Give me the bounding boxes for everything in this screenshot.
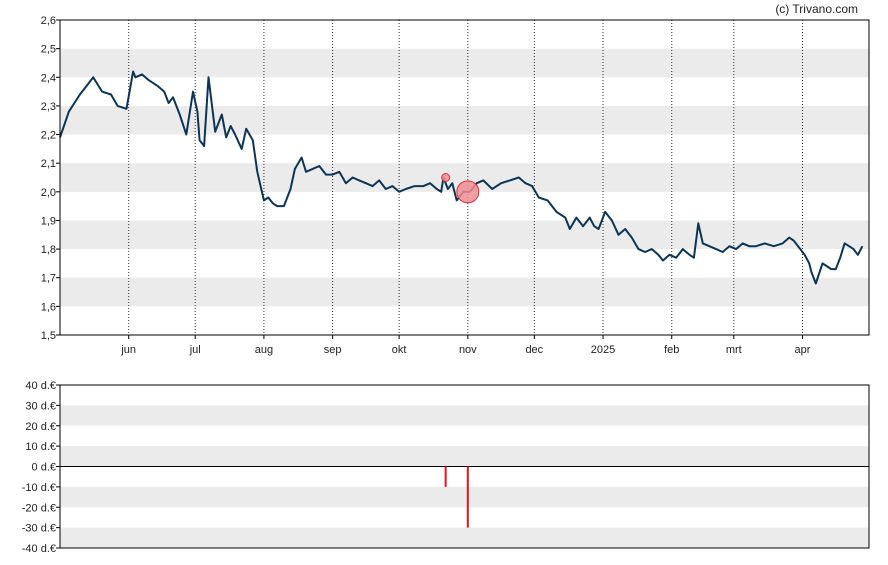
price-tick-label: 2,3 xyxy=(41,101,56,113)
price-tick-label: 1,9 xyxy=(41,215,56,227)
transaction-tick-label: -30 d.€ xyxy=(22,523,56,535)
transaction-axis-tick-labels: 40 d.€ 30 d.€ 20 d.€ 10 d.€ 0 d.€ -10 d.€ -20 … xyxy=(22,380,60,555)
time-tick-label: sep xyxy=(324,344,342,356)
time-tick-label: jul xyxy=(189,344,201,356)
price-tick-label: 2,6 xyxy=(41,15,56,27)
price-band xyxy=(60,48,869,78)
price-panel-bands xyxy=(60,48,869,307)
time-tick-label: mrt xyxy=(726,344,742,356)
transaction-band xyxy=(60,405,869,426)
transaction-band xyxy=(60,486,869,508)
time-tick-label: nov xyxy=(459,344,477,356)
time-tick-label: feb xyxy=(664,344,679,356)
price-band xyxy=(60,277,869,307)
time-tick-label: jun xyxy=(120,344,136,356)
transaction-tick-label: 10 d.€ xyxy=(25,441,56,453)
transaction-tick-label: -10 d.€ xyxy=(22,482,56,494)
time-tick-label: aug xyxy=(255,344,273,356)
transaction-tick-label: 40 d.€ xyxy=(25,380,56,392)
price-series-line xyxy=(59,70,864,285)
credit-label: (c) Trivano.com xyxy=(775,2,858,16)
price-tick-label: 2,5 xyxy=(41,44,56,56)
price-tick-label: 2,2 xyxy=(41,130,56,142)
transaction-marker xyxy=(441,173,451,182)
transaction-tick-label: -20 d.€ xyxy=(22,502,56,514)
transaction-tick-label: 20 d.€ xyxy=(25,421,56,433)
time-tick-label: apr xyxy=(795,344,811,356)
time-tick-label: okt xyxy=(392,344,407,356)
transaction-marker xyxy=(456,180,480,204)
price-tick-label: 1,6 xyxy=(41,301,56,313)
price-tick-label: 2,1 xyxy=(41,158,56,170)
transaction-bars xyxy=(444,466,469,528)
transaction-band xyxy=(60,446,869,467)
transaction-band xyxy=(60,527,869,548)
price-tick-label: 1,5 xyxy=(41,330,56,342)
price-tick-label: 1,8 xyxy=(41,244,56,256)
transaction-markers xyxy=(441,173,480,204)
price-panel-frame xyxy=(59,19,870,336)
price-tick-label: 1,7 xyxy=(41,273,56,285)
time-tick-label: 2025 xyxy=(591,344,615,356)
transaction-panel-frame xyxy=(59,384,870,549)
transaction-tick-label: -40 d.€ xyxy=(22,543,56,555)
price-band xyxy=(60,220,869,250)
time-axis-tick-labels: jun jul aug sep okt nov dec 2025 feb mrt apr xyxy=(120,335,811,356)
transaction-tick-label: 30 d.€ xyxy=(25,400,56,412)
price-tick-label: 2,0 xyxy=(41,187,56,199)
transaction-panel-bands xyxy=(60,405,869,548)
price-tick-label: 2,4 xyxy=(41,72,56,84)
time-tick-label: dec xyxy=(525,344,543,356)
price-axis-tick-labels: 2,6 2,5 2,4 2,3 2,2 2,1 2,0 1,9 1,8 1,7 1,6 1,5 xyxy=(41,15,60,342)
transaction-tick-label: 0 d.€ xyxy=(32,462,56,474)
